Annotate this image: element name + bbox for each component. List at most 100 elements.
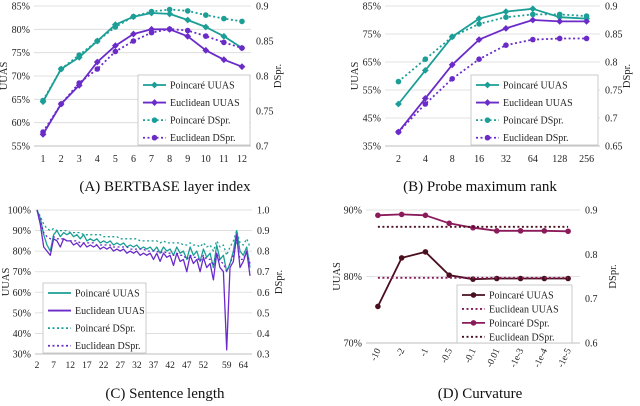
series-line-euclidean-uuas [36,209,251,351]
data-point [94,66,101,72]
data-point [449,76,455,82]
x-tick: -0.5 [440,347,456,365]
data-point [130,38,137,44]
legend-label: Poincaré UUAS [503,81,568,92]
legend-marker [484,81,491,89]
legend-label: Poincaré DSpr. [75,324,136,335]
y-tick-left: 90% [344,206,362,217]
legend-label: Euclidean DSpr. [170,133,236,144]
data-point [58,101,64,107]
data-point [239,18,245,25]
series-line-euclidean-uuas [397,19,587,133]
data-point [239,45,245,51]
data-point [58,66,64,72]
y-tick-left: 85% [363,2,381,13]
y-axis-title-right: DSpr. [608,264,619,288]
data-point [529,5,537,13]
data-point [398,255,405,261]
data-point [395,129,402,135]
legend-label: Euclidean UUAS [75,306,145,317]
data-point [493,228,500,234]
x-tick: -1e-5 [556,347,574,370]
x-tick: 3 [77,154,82,165]
y-tick-left: 65% [363,58,381,69]
data-point [202,46,210,54]
x-tick: 8 [167,154,172,165]
data-point [502,25,510,32]
y-tick-right: 0.6 [257,288,270,299]
data-point [40,97,46,104]
legend-label: Poincaré UUAS [489,291,554,302]
legend-label: Euclidean DSpr. [503,133,569,144]
data-point [475,36,483,43]
y-tick-right: 0.7 [605,114,618,125]
x-tick: 32 [501,154,511,165]
panel-c: 30% 40% 50% 60% 70% 80% 90% 100% 0.3 0.4 0.5 0.6 0.7… [1,206,285,372]
data-point [202,12,209,18]
series-line-euclidean-dspr- [42,28,243,133]
y-tick-right: 0.4 [257,329,270,340]
y-tick-right: 0.9 [257,226,270,237]
y-tick-left: 80% [13,247,31,258]
data-point [166,10,174,18]
data-point [422,249,429,255]
data-point [166,26,173,32]
data-point [565,275,571,282]
y-tick-left: 60% [13,288,31,299]
data-point [556,18,564,25]
data-point [184,32,192,40]
y-tick-left: 45% [363,114,381,125]
data-point [221,15,227,22]
y-tick-right: 0.7 [585,294,598,305]
x-tick: 2 [59,154,64,165]
y-tick-left: 85% [12,2,30,13]
x-tick: 12 [66,361,76,371]
x-tick: 64 [239,361,249,371]
data-point [446,272,453,278]
data-point [517,228,524,234]
legend-box [137,74,251,146]
legend-box [42,282,147,354]
data-point [76,52,83,58]
y-tick-left: 40% [13,329,31,340]
data-point [166,6,173,13]
series-line-euclidean-dspr- [397,37,587,133]
data-point [184,16,192,24]
data-point [449,34,455,40]
data-point [220,32,228,40]
y-tick-left: 75% [12,48,30,59]
legend-label: Euclidean UUAS [489,304,559,315]
data-point [556,13,564,21]
y-axis-title-left: UUAS [350,62,361,91]
legend-label: Euclidean DSpr. [489,332,555,343]
y-tick-left: 70% [344,339,362,350]
data-point [184,27,191,34]
y-tick-right: 0.75 [605,86,623,97]
y-tick-right: 0.9 [585,206,598,217]
y-tick-right: 0.8 [605,58,618,69]
data-point [395,100,402,108]
x-tick: 6 [131,154,136,165]
series-line-euclidean-uuas [42,28,243,135]
x-tick: 2 [35,361,40,371]
y-axis-title-right: DSpr. [273,64,284,88]
data-point [422,212,429,219]
data-point [529,16,537,24]
data-point [184,8,191,14]
x-tick: 32 [132,361,142,371]
legend-label: Euclidean UUAS [503,98,573,109]
x-tick: 9 [185,154,190,165]
data-point [583,35,590,42]
data-point [93,58,101,66]
x-tick: 4 [423,154,428,165]
legend-marker [151,134,158,141]
y-tick-right: 0.7 [257,267,270,278]
data-point [94,38,101,44]
y-axis-title-right: DSpr. [274,270,285,294]
series-line-poincar-dspr- [397,13,587,83]
x-tick: -1 [419,347,432,359]
x-tick: 17 [82,361,92,371]
y-tick-right: 0.3 [257,350,270,361]
y-tick-right: 0.65 [605,142,623,153]
x-tick: 42 [165,361,175,371]
